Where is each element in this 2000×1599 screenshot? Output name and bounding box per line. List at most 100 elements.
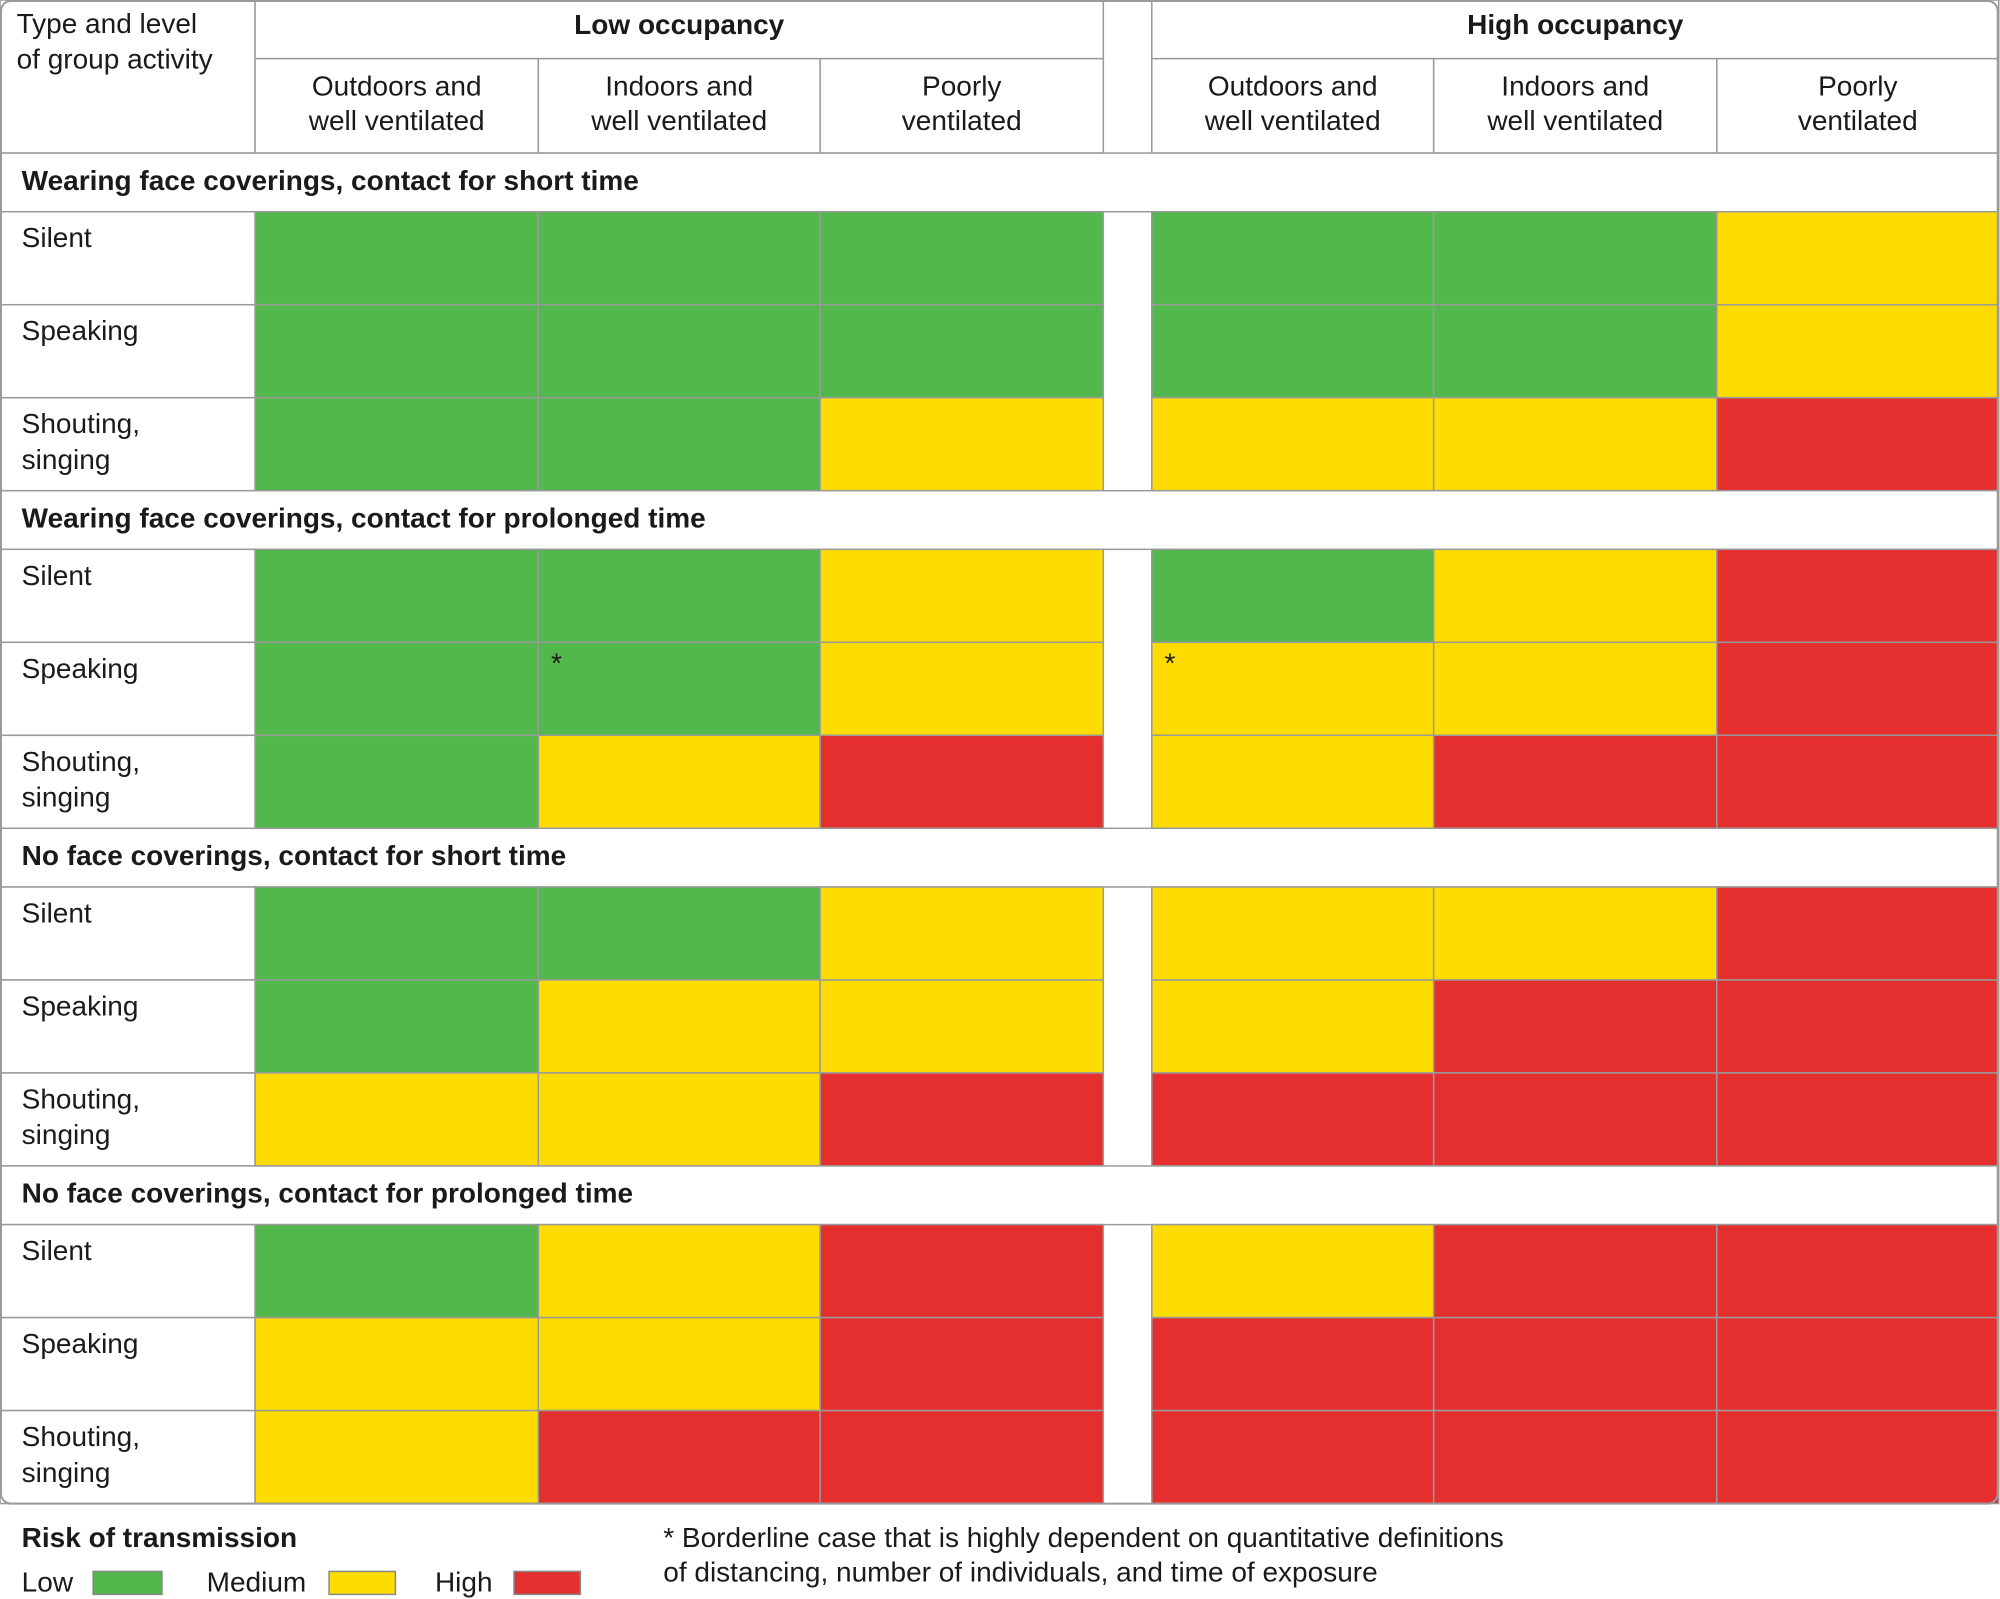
- row-label-cell: [0, 1072, 256, 1167]
- column-header: well ventilated: [1204, 105, 1381, 136]
- footnote: of distancing, number of individuals, an…: [663, 1556, 1377, 1587]
- column-header-cell: [1716, 57, 2000, 154]
- risk-cell: [1151, 641, 1435, 737]
- section-title: No face coverings, contact for short tim…: [22, 840, 567, 871]
- column-header: ventilated: [902, 105, 1022, 136]
- section-band: [0, 489, 2000, 551]
- risk-cell: [819, 1409, 1105, 1505]
- risk-cell: [1432, 1316, 1718, 1412]
- risk-cell: [1432, 1072, 1718, 1167]
- row-label: singing: [22, 1119, 111, 1150]
- risk-cell: [537, 886, 821, 981]
- risk-cell: [819, 396, 1105, 492]
- column-header: Poorly: [1818, 70, 1897, 101]
- risk-cell: [1716, 1409, 2000, 1505]
- risk-cell: [819, 1072, 1105, 1167]
- risk-cell: [1151, 1072, 1435, 1167]
- risk-cell: [537, 734, 821, 830]
- risk-cell: [537, 303, 821, 399]
- risk-cell: [254, 1316, 540, 1412]
- group-title: Low occupancy: [574, 9, 784, 40]
- corner-label: of group activity: [17, 44, 213, 75]
- risk-cell: [254, 886, 540, 981]
- row-label-cell: [0, 548, 256, 644]
- risk-cell: [254, 979, 540, 1074]
- risk-cell: [1151, 303, 1435, 399]
- risk-cell: [537, 1316, 821, 1412]
- column-header-cell: [1432, 57, 1718, 154]
- risk-cell: [819, 303, 1105, 399]
- cell-note: *: [551, 648, 562, 679]
- legend-title: Risk of transmission: [22, 1522, 297, 1553]
- row-label: Silent: [22, 222, 92, 253]
- section-title: Wearing face coverings, contact for prol…: [22, 502, 706, 533]
- row-label: Silent: [22, 1235, 92, 1266]
- column-header: well ventilated: [1486, 105, 1663, 136]
- row-label: Speaking: [22, 315, 139, 346]
- group-title: High occupancy: [1467, 9, 1684, 40]
- legend-label: Low: [22, 1567, 74, 1598]
- risk-cell: [1716, 303, 2000, 399]
- row-label: Speaking: [22, 653, 139, 684]
- risk-cell: [1151, 396, 1435, 492]
- risk-cell: [537, 1072, 821, 1167]
- risk-cell: [1716, 1223, 2000, 1319]
- row-label: singing: [22, 781, 111, 812]
- risk-cell: [1716, 886, 2000, 981]
- column-header: Outdoors and: [312, 70, 482, 101]
- risk-cell: [1432, 886, 1718, 981]
- row-label: Shouting,: [22, 1421, 140, 1452]
- risk-cell: [819, 886, 1105, 981]
- corner-label: Type and level: [17, 8, 198, 39]
- row-label: Silent: [22, 897, 92, 928]
- risk-cell: [1716, 396, 2000, 492]
- risk-cell: [1716, 1072, 2000, 1167]
- risk-cell: [819, 979, 1105, 1074]
- row-label-cell: [0, 1316, 256, 1412]
- risk-cell: [254, 396, 540, 492]
- table-frame: [0, 0, 1999, 1505]
- column-header: Indoors and: [605, 70, 753, 101]
- risk-cell: [537, 396, 821, 492]
- risk-cell: [254, 1072, 540, 1167]
- legend-swatch: [513, 1570, 582, 1596]
- row-label: Shouting,: [22, 408, 140, 439]
- risk-cell: [1716, 734, 2000, 830]
- row-label: Speaking: [22, 1328, 139, 1359]
- risk-cell: [1716, 1316, 2000, 1412]
- risk-cell: [254, 210, 540, 306]
- risk-cell: [1432, 303, 1718, 399]
- risk-cell: [1716, 548, 2000, 644]
- section-title: Wearing face coverings, contact for shor…: [22, 165, 639, 196]
- risk-cell: [1432, 396, 1718, 492]
- column-header: well ventilated: [590, 105, 767, 136]
- risk-cell: [1432, 734, 1718, 830]
- risk-cell: [1151, 210, 1435, 306]
- risk-cell: [819, 1316, 1105, 1412]
- row-label: Speaking: [22, 990, 139, 1021]
- risk-cell: [1151, 1409, 1435, 1505]
- risk-cell: [537, 548, 821, 644]
- column-header: Poorly: [922, 70, 1001, 101]
- risk-cell: [1432, 548, 1718, 644]
- risk-cell: [537, 1223, 821, 1319]
- risk-cell: [1151, 979, 1435, 1074]
- risk-cell: [254, 641, 540, 737]
- row-label: singing: [22, 1457, 111, 1488]
- risk-cell: [1151, 1316, 1435, 1412]
- legend-label: Medium: [207, 1567, 307, 1598]
- row-label: singing: [22, 444, 111, 475]
- risk-cell: [1151, 886, 1435, 981]
- column-header-cell: [537, 57, 821, 154]
- risk-cell: [1432, 1223, 1718, 1319]
- corner-cell: [0, 0, 256, 154]
- risk-cell: [1151, 734, 1435, 830]
- risk-cell: [537, 979, 821, 1074]
- column-header-cell: [819, 57, 1105, 154]
- risk-cell: [254, 1223, 540, 1319]
- risk-cell: [1432, 641, 1718, 737]
- column-header: Indoors and: [1501, 70, 1649, 101]
- risk-cell: [537, 210, 821, 306]
